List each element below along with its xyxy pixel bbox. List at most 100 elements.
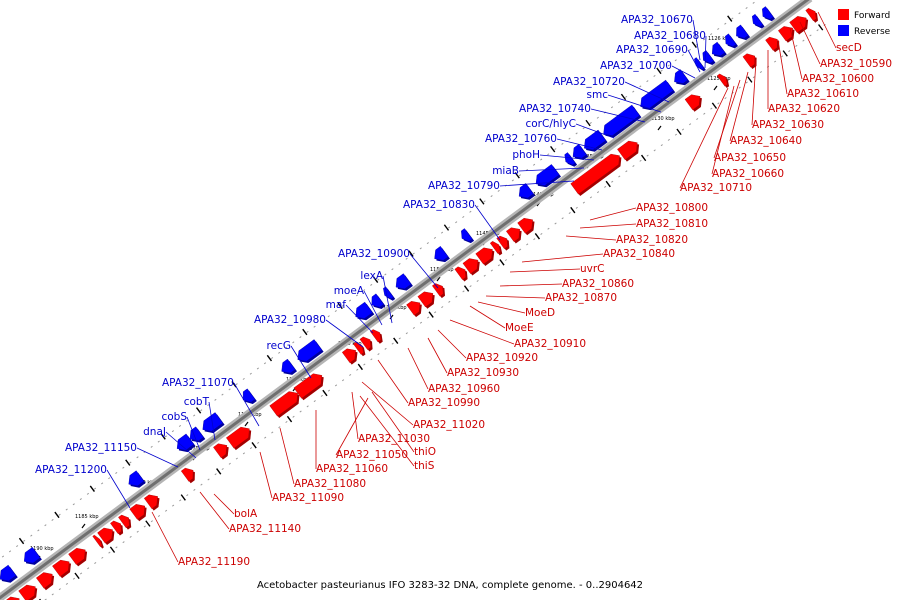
- forward-gene-arrow[interactable]: [180, 467, 194, 482]
- gene-label: thiO: [414, 446, 436, 458]
- reverse-gene-arrow[interactable]: [702, 50, 714, 64]
- forward-gene-arrow[interactable]: [789, 16, 807, 33]
- label-leader: [437, 329, 467, 359]
- label-leader: [671, 65, 696, 79]
- forward-gene-arrow[interactable]: [517, 217, 533, 234]
- gene-label: APA32_11030: [358, 433, 430, 445]
- forward-gene-arrow[interactable]: [765, 36, 778, 51]
- forward-gene-arrow[interactable]: [417, 291, 434, 308]
- guide-dot: [235, 383, 238, 386]
- forward-gene-arrow[interactable]: [110, 520, 122, 534]
- scale-tick: [389, 314, 394, 320]
- reverse-gene-arrow[interactable]: [711, 41, 726, 57]
- reverse-gene-arrow[interactable]: [564, 152, 576, 166]
- forward-gene-arrow[interactable]: [684, 94, 701, 111]
- forward-gene-arrow[interactable]: [742, 53, 756, 68]
- forward-gene-arrow[interactable]: [269, 391, 298, 417]
- reverse-gene-arrow[interactable]: [603, 104, 640, 136]
- scale-tick: [550, 145, 556, 153]
- forward-gene-arrow[interactable]: [570, 153, 620, 195]
- guide-dot: [667, 64, 670, 67]
- label-leader: [213, 493, 235, 515]
- forward-gene-arrow[interactable]: [92, 534, 103, 548]
- forward-gene-arrow[interactable]: [617, 140, 638, 161]
- genome-backbone: [0, 0, 813, 600]
- guide-dot: [710, 33, 713, 36]
- guide-dot: [518, 174, 522, 177]
- forward-gene-arrow[interactable]: [4, 596, 20, 600]
- forward-gene-arrow[interactable]: [68, 547, 86, 565]
- guide-dot: [433, 236, 437, 239]
- reverse-gene-arrow[interactable]: [281, 358, 296, 374]
- forward-gene-arrow[interactable]: [226, 426, 250, 449]
- reverse-gene-arrow[interactable]: [762, 6, 774, 20]
- scale-tick: [393, 337, 399, 344]
- reverse-gene-arrow[interactable]: [355, 301, 373, 319]
- reverse-gene-arrow[interactable]: [395, 273, 412, 290]
- guide-dot: [554, 222, 557, 225]
- reverse-gene-arrow[interactable]: [297, 339, 323, 362]
- scale-tick: [125, 459, 131, 466]
- gene-label: thiS: [414, 460, 435, 472]
- reverse-gene-arrow[interactable]: [371, 293, 384, 308]
- guide-dot: [306, 330, 309, 333]
- label-leader: [579, 223, 637, 229]
- reverse-gene-arrow[interactable]: [518, 183, 534, 199]
- reverse-gene-arrow[interactable]: [242, 388, 256, 403]
- forward-gene-arrow[interactable]: [118, 514, 130, 529]
- forward-gene-arrow[interactable]: [359, 336, 372, 350]
- forward-gene-arrow[interactable]: [213, 443, 228, 459]
- guide-dot: [65, 582, 68, 585]
- forward-gene-arrow[interactable]: [129, 504, 146, 520]
- reverse-gene-arrow[interactable]: [640, 79, 674, 109]
- reverse-gene-arrow[interactable]: [128, 470, 145, 487]
- reverse-gene-arrow[interactable]: [736, 24, 749, 39]
- gene-label: APA32_10710: [680, 182, 752, 194]
- reverse-gene-arrow[interactable]: [23, 547, 41, 564]
- guide-dot: [108, 551, 111, 554]
- reverse-gene-arrow[interactable]: [189, 426, 204, 442]
- guide-dot: [87, 567, 90, 570]
- forward-gene-arrow[interactable]: [778, 26, 793, 42]
- guide-dot: [405, 257, 408, 260]
- forward-gene-arrow[interactable]: [475, 247, 493, 265]
- forward-gene-arrow[interactable]: [432, 283, 444, 297]
- guide-dot: [738, 12, 741, 15]
- forward-gene-arrow[interactable]: [462, 258, 479, 274]
- guide-dot: [681, 128, 685, 131]
- forward-gene-arrow[interactable]: [341, 348, 356, 364]
- reverse-gene-arrow[interactable]: [694, 57, 705, 70]
- forward-gene-arrow[interactable]: [506, 227, 521, 242]
- gene-label: APA32_10720: [553, 76, 625, 88]
- forward-gene-arrow[interactable]: [143, 494, 158, 510]
- reverse-gene-arrow[interactable]: [383, 286, 394, 300]
- guide-dot: [455, 221, 458, 224]
- gene-label: dnaJ: [143, 426, 166, 438]
- reverse-gene-arrow[interactable]: [674, 69, 689, 84]
- guide-dot: [745, 7, 748, 10]
- reverse-gene-arrow[interactable]: [725, 33, 737, 47]
- forward-gene-arrow[interactable]: [489, 241, 501, 254]
- scale-tick: [570, 206, 576, 214]
- guide-dot: [320, 320, 323, 323]
- guide-dot: [214, 398, 217, 401]
- forward-gene-arrow[interactable]: [52, 559, 70, 577]
- reverse-gene-arrow[interactable]: [434, 246, 449, 261]
- gene-label: APA32_10830: [403, 199, 475, 211]
- forward-gene-arrow[interactable]: [97, 527, 113, 544]
- forward-gene-arrow[interactable]: [716, 73, 728, 87]
- guide-dot: [58, 513, 61, 516]
- scale-tick: [322, 389, 328, 397]
- forward-gene-arrow[interactable]: [805, 8, 817, 22]
- forward-gene-arrow[interactable]: [36, 572, 53, 589]
- reverse-gene-arrow[interactable]: [572, 143, 587, 159]
- reverse-gene-arrow[interactable]: [751, 13, 764, 27]
- forward-gene-arrow[interactable]: [454, 266, 467, 280]
- reverse-gene-arrow[interactable]: [461, 228, 473, 242]
- forward-gene-arrow[interactable]: [406, 301, 421, 316]
- reverse-gene-arrow[interactable]: [0, 564, 17, 582]
- reverse-gene-arrow[interactable]: [176, 433, 195, 451]
- guide-dot: [65, 508, 68, 511]
- guide-dot: [752, 1, 755, 4]
- guide-dot: [186, 494, 189, 497]
